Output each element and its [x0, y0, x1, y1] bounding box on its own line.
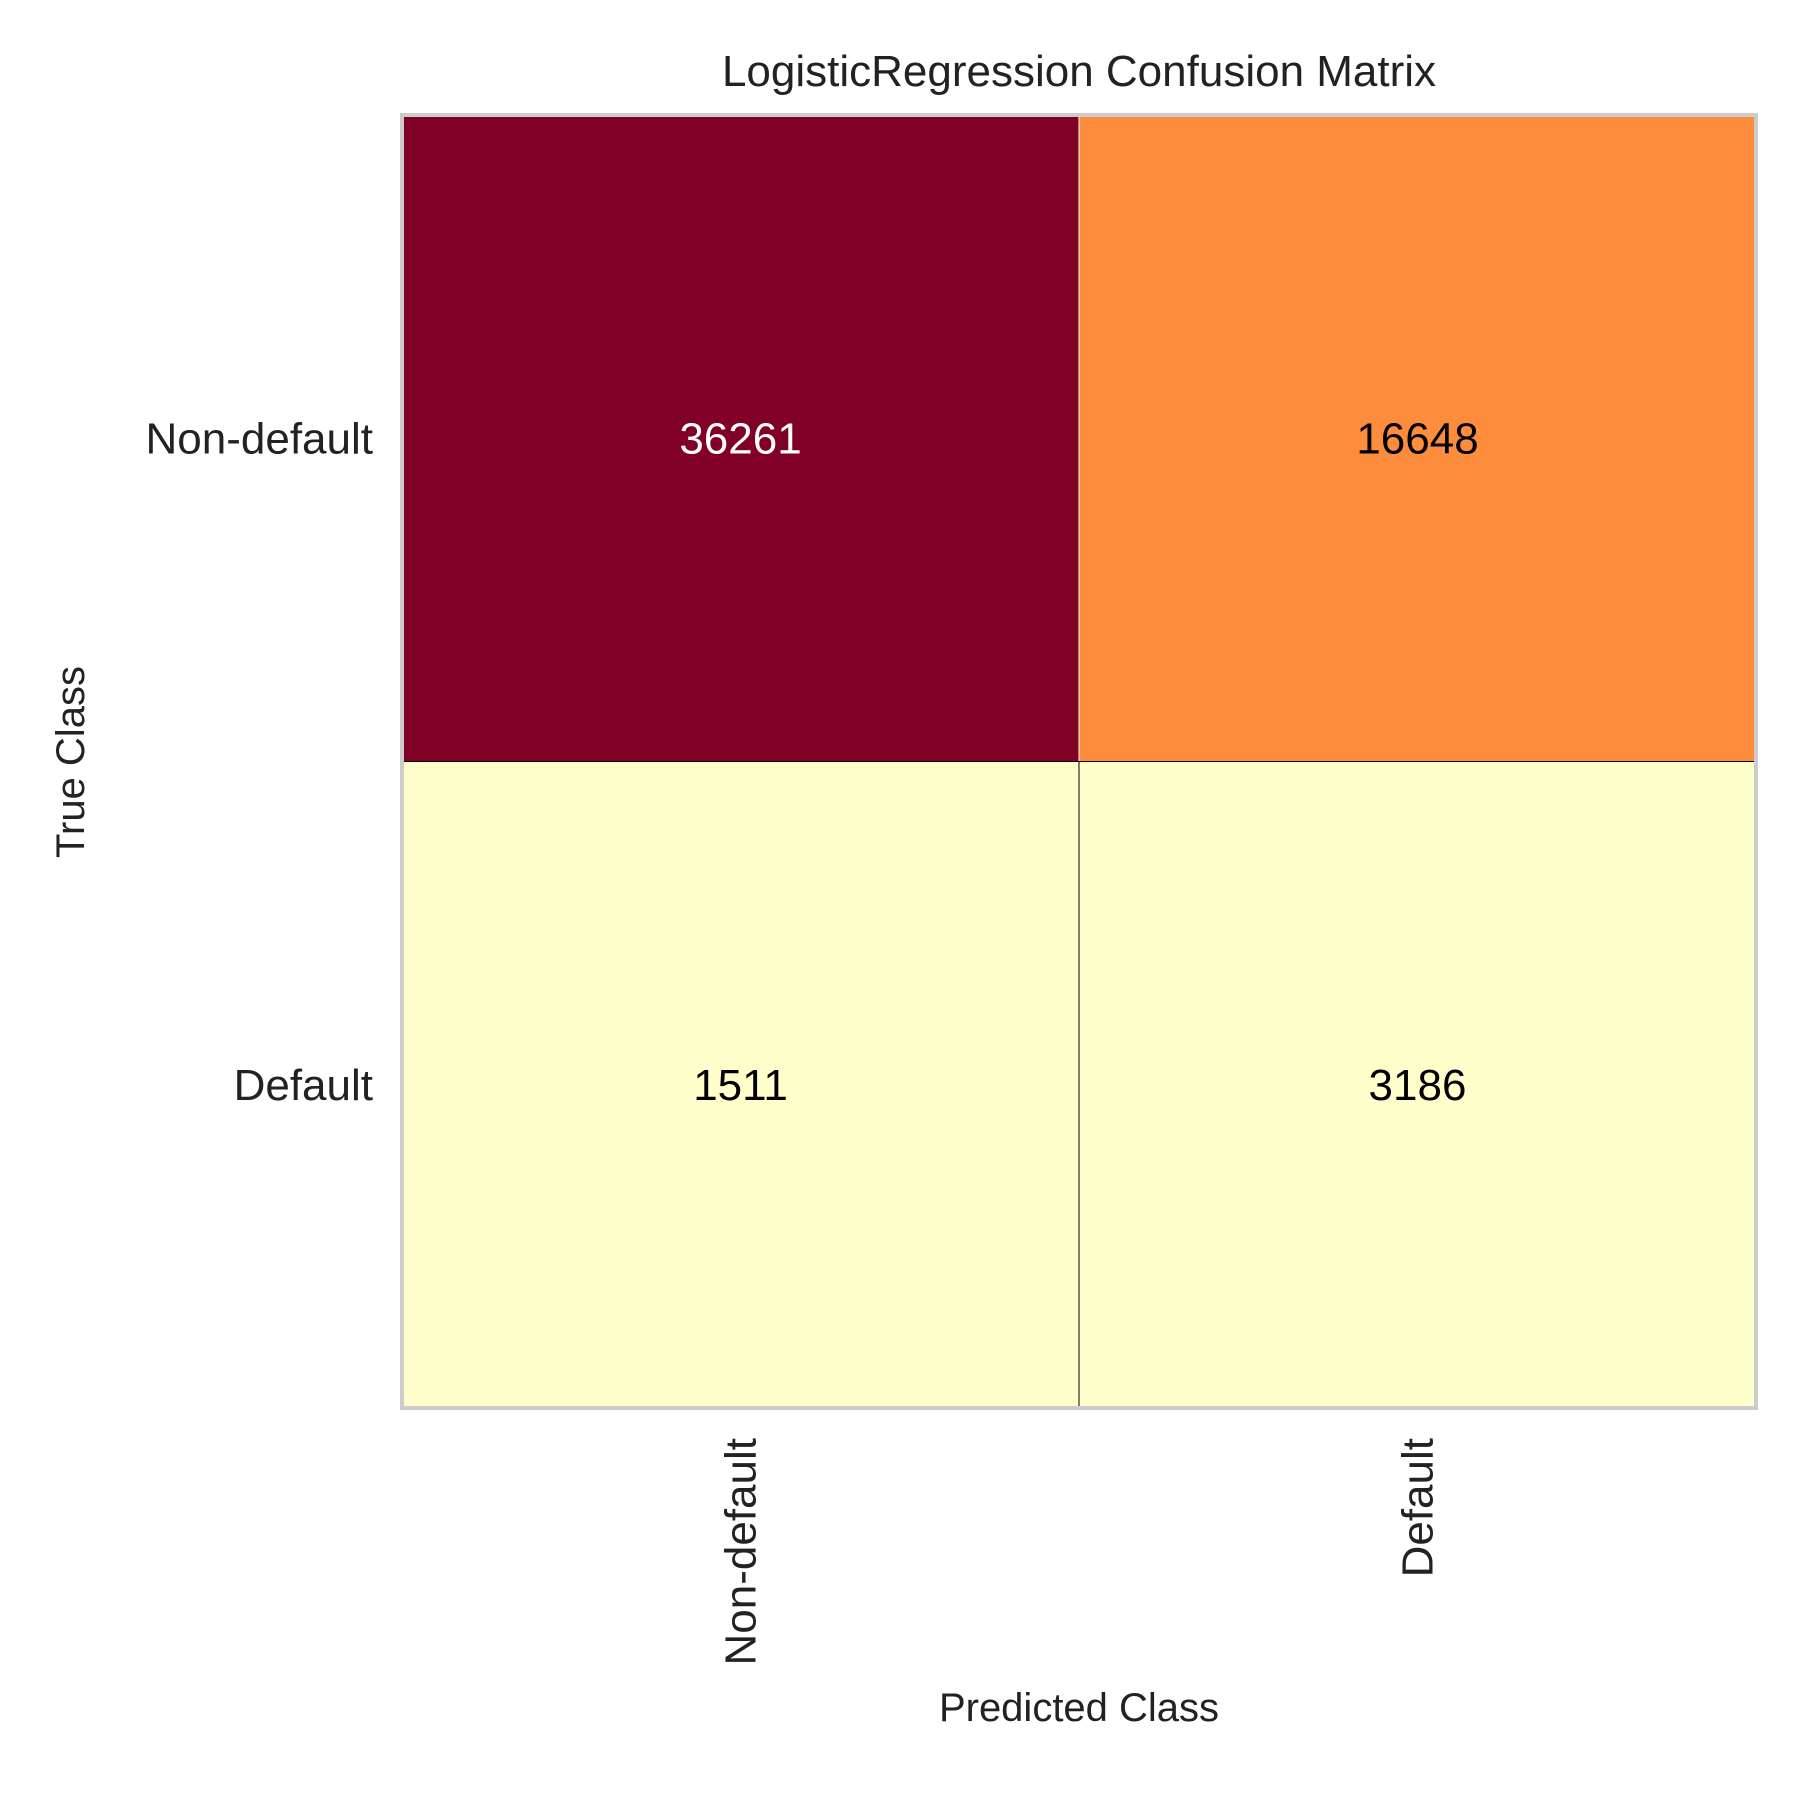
plot-frame: [400, 113, 1758, 1410]
matrix-cell-value-1-0: 1511: [693, 1061, 788, 1110]
matrix-cell-0-1: [1078, 114, 1757, 762]
matrix-cell-value-1-1: 3186: [1369, 1061, 1467, 1110]
axis-tick-labels: Non-default Default Non-default Default: [146, 414, 1443, 1665]
y-tick-label-0: Non-default: [146, 414, 373, 463]
y-axis-label: True Class: [49, 666, 93, 858]
matrix-cell-value-0-1: 16648: [1356, 414, 1478, 463]
y-tick-label-1: Default: [234, 1061, 373, 1110]
chart-title: LogisticRegression Confusion Matrix: [722, 47, 1436, 96]
x-tick-label-1: Default: [1394, 1438, 1443, 1577]
matrix-cell-1-1: [1078, 761, 1757, 1409]
x-tick-label-0: Non-default: [717, 1438, 766, 1665]
x-axis-label: Predicted Class: [939, 1686, 1219, 1730]
matrix-cell-value-0-0: 36261: [679, 414, 801, 463]
matrix-cell-0-0: [401, 114, 1080, 762]
matrix-cell-1-0: [401, 761, 1080, 1409]
matrix-cells: 36261 16648 1511 3186: [401, 114, 1757, 1409]
